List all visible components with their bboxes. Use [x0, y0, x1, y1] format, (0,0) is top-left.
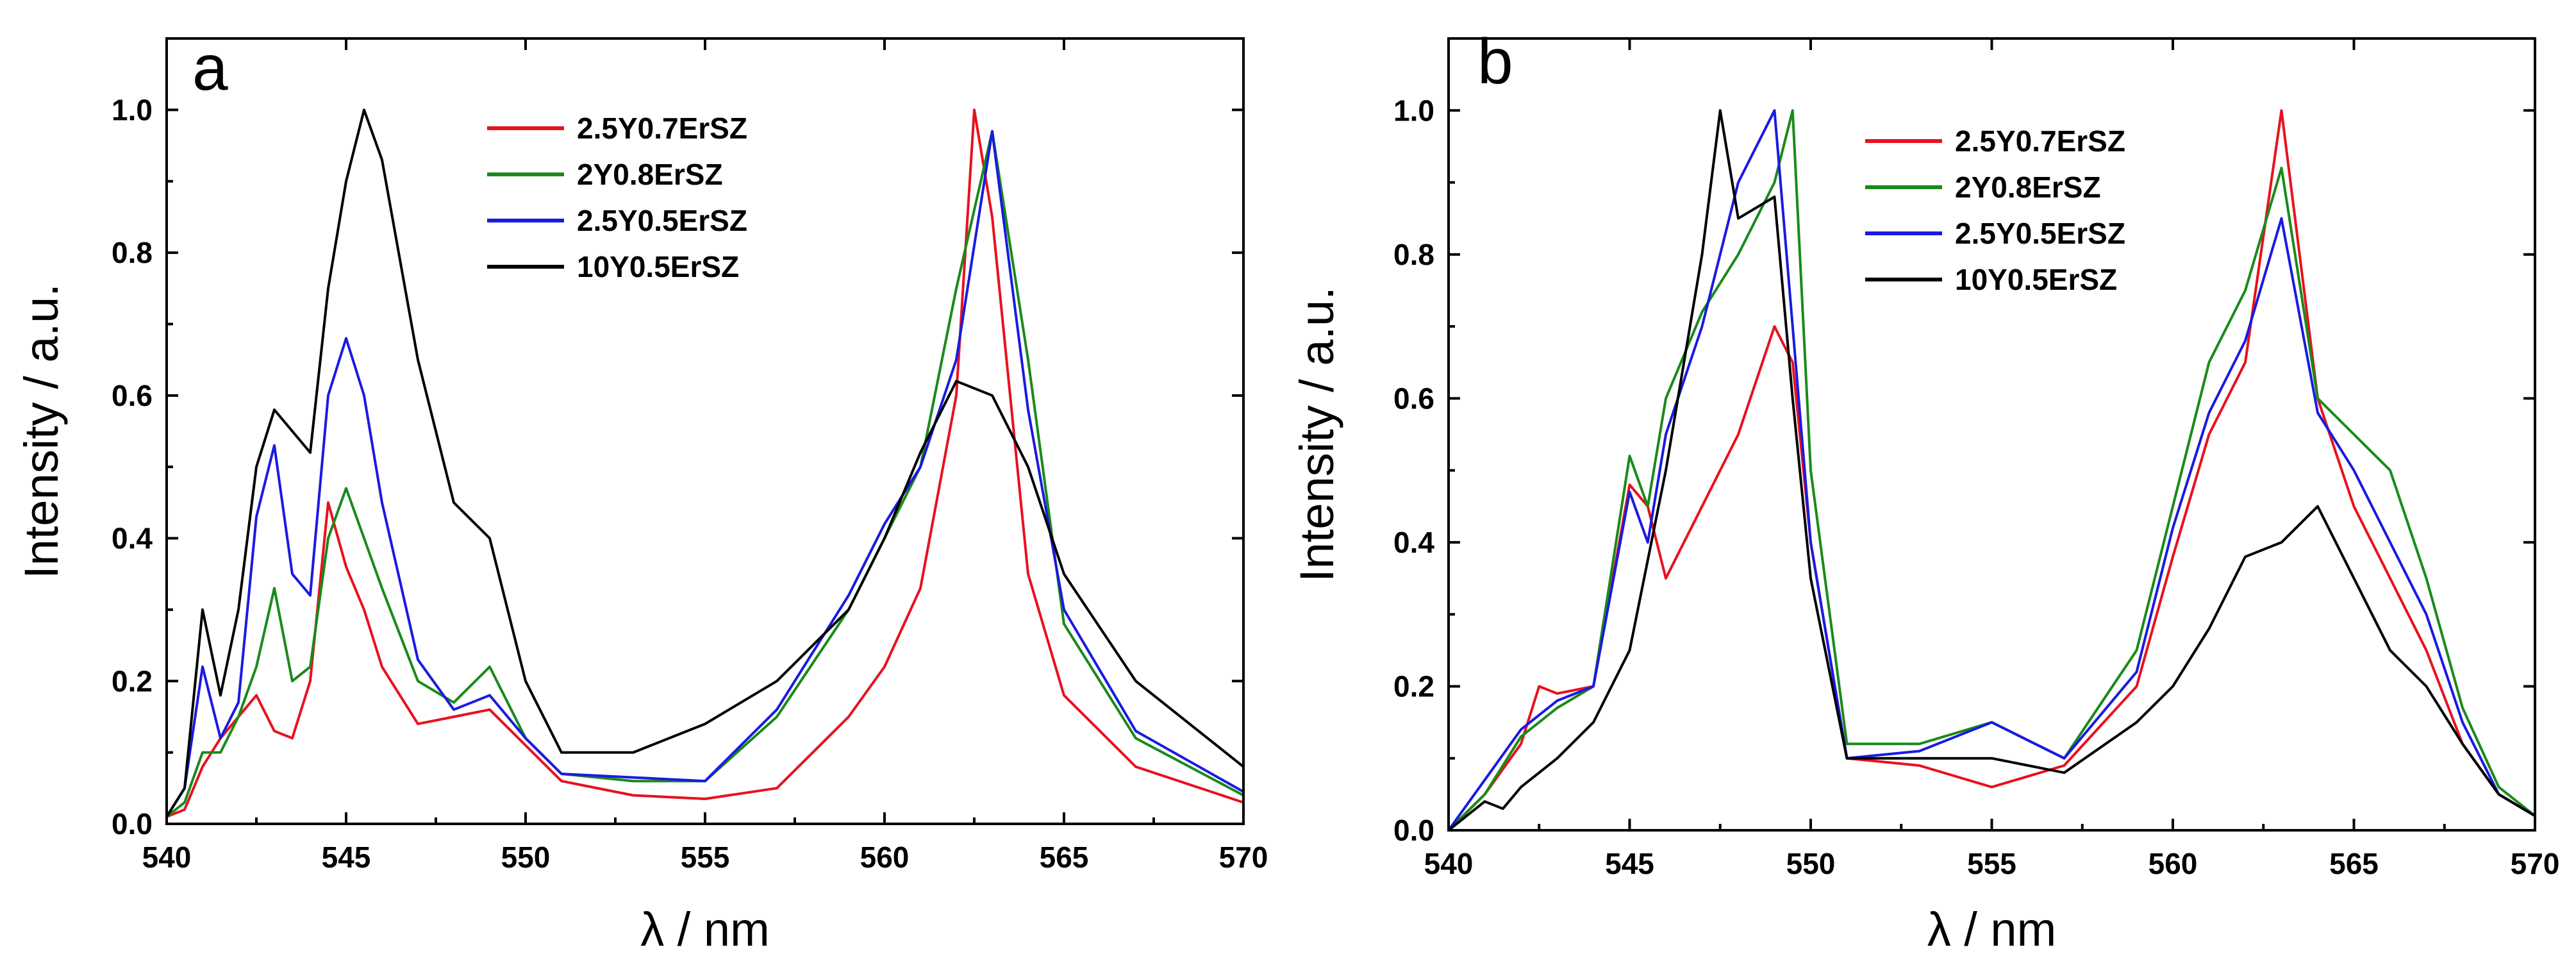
series-line-2Y0.8ErSZ: [1447, 109, 2536, 832]
panel-label: b: [1477, 26, 1513, 97]
series-line-2.5Y0.7ErSZ: [166, 108, 1244, 818]
x-axis-label: λ / nm: [1927, 903, 2056, 956]
legend-entry: 2.5Y0.7ErSZ: [1955, 124, 2125, 158]
x-tick-label: 545: [322, 841, 371, 874]
series-line-2.5Y0.5ErSZ: [1447, 109, 2536, 832]
legend-entry: 2.5Y0.5ErSZ: [577, 204, 747, 237]
x-tick-label: 550: [501, 841, 551, 874]
y-axis-label: Intensity / a.u.: [1290, 287, 1343, 582]
x-tick-label: 570: [2511, 847, 2560, 880]
x-tick-label: 540: [142, 841, 192, 874]
series-line-2Y0.8ErSZ: [165, 130, 1244, 818]
y-tick-label: 0.8: [112, 236, 153, 269]
y-tick-label: 0.0: [1393, 814, 1434, 847]
y-tick-label: 0.2: [112, 664, 153, 698]
chart-panel-b: 540 545 550 555 560 565 570 0.0 0.2 0.4 0.6 0.8 1.0 λ…: [1290, 26, 2559, 956]
panel-label: a: [192, 32, 228, 104]
x-tick-label: 555: [681, 841, 730, 874]
series-line-10Y0.5ErSZ: [1447, 109, 2536, 832]
x-tick-label: 550: [1786, 847, 1836, 880]
y-tick-label: 0.4: [112, 522, 153, 555]
legend-entry: 10Y0.5ErSZ: [1955, 263, 2117, 296]
x-tick-label: 560: [860, 841, 910, 874]
plot-frame: [165, 37, 1245, 825]
x-tick-label: 570: [1219, 841, 1268, 874]
legend-entry: 2.5Y0.7ErSZ: [577, 112, 747, 145]
x-tick-label: 545: [1605, 847, 1654, 880]
y-tick-label: 0.6: [112, 379, 153, 412]
y-tick-label: 0.2: [1393, 669, 1434, 703]
y-tick-label: 1.0: [112, 93, 153, 126]
legend-entry: 2Y0.8ErSZ: [577, 158, 723, 191]
legend-entry: 10Y0.5ErSZ: [577, 250, 739, 283]
series-line-10Y0.5ErSZ: [165, 108, 1245, 817]
chart-panel-a: 540 545 550 555 560 565 570 0.0 0.2 0.4 0.6 0.8 1.0 λ…: [15, 32, 1268, 956]
legend-entry: 2.5Y0.5ErSZ: [1955, 217, 2125, 250]
x-tick-label: 560: [2148, 847, 2198, 880]
x-tick-label: 565: [1040, 841, 1089, 874]
x-tick-label: 565: [2329, 847, 2379, 880]
y-tick-label: 0.8: [1393, 238, 1434, 271]
y-tick-label: 0.0: [112, 807, 153, 841]
y-tick-label: 1.0: [1393, 94, 1434, 127]
y-axis-label: Intensity / a.u.: [15, 283, 68, 579]
series-line-2.5Y0.5ErSZ: [165, 130, 1244, 817]
y-tick-label: 0.6: [1393, 381, 1434, 415]
y-tick-label: 0.4: [1393, 526, 1434, 559]
x-axis-label: λ / nm: [640, 903, 769, 956]
x-tick-label: 540: [1424, 847, 1474, 880]
x-tick-label: 555: [1967, 847, 2016, 880]
legend-entry: 2Y0.8ErSZ: [1955, 171, 2101, 204]
